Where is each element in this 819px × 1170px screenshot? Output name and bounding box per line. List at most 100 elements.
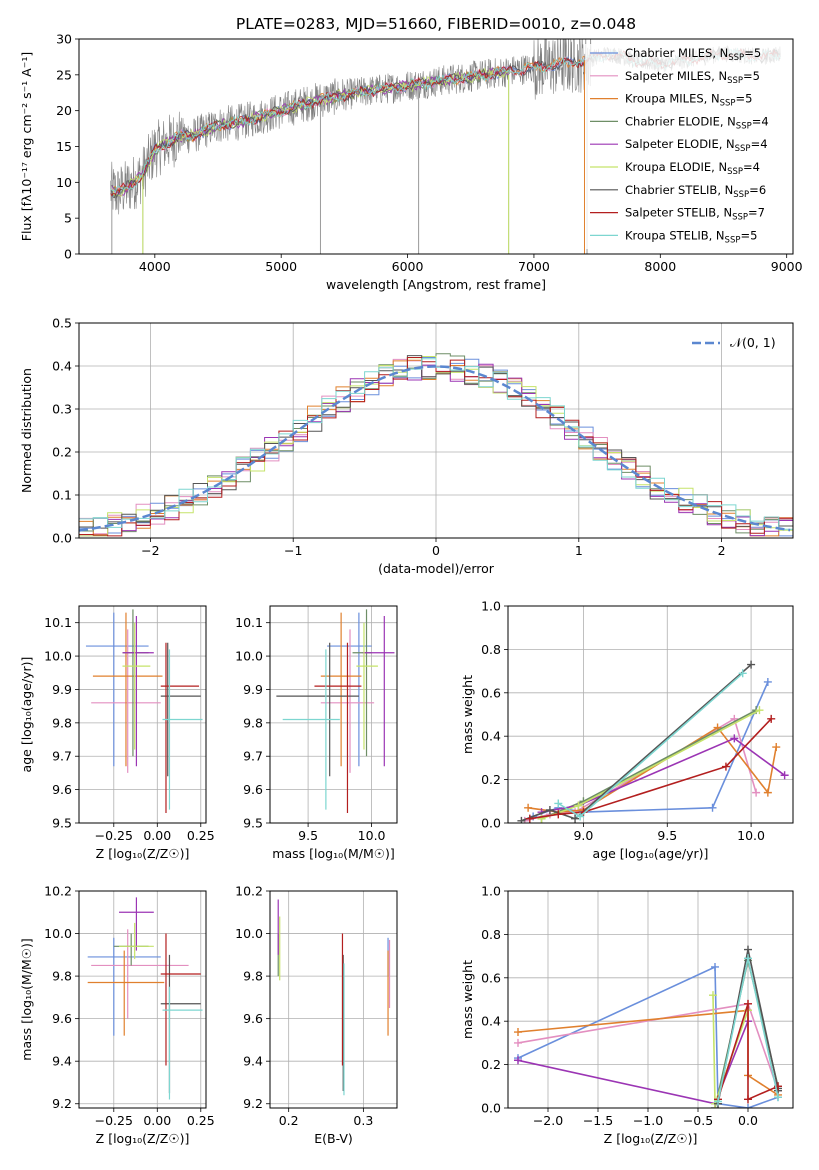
weight-marker (517, 816, 526, 823)
weight-vs-age-ylabel: mass weight (460, 675, 475, 754)
weight-marker (525, 814, 534, 823)
spectrum-legend-entry: Chabrier MILES, NSSP=5 (590, 46, 761, 63)
weight-vs-Z-ytick-label: 1.0 (481, 884, 501, 899)
age-vs-mass-axes: 9.5 10.0 9.5 9.6 9.7 9.8 9.9 10.0 10.1 mass [log₁… (235, 605, 398, 861)
weight-series-kroupa-stelib (554, 669, 747, 821)
legend-nssp-value: 5 (750, 228, 757, 242)
age-vs-Z-ytick-label: 9.9 (52, 682, 72, 697)
weight-marker (721, 762, 730, 771)
residuals-plot-area (79, 353, 793, 537)
residuals-xtick-label: 2 (718, 543, 726, 558)
weight-marker (714, 1097, 722, 1106)
mass-vs-EBV-ytick-label: 9.6 (243, 1011, 263, 1026)
residuals-xtick-label: −2 (141, 543, 159, 558)
residuals-xlabel: (data-model)/error (378, 561, 495, 576)
weight-vs-age-ytick-label: 0.6 (481, 685, 501, 700)
errorbar-point-salpeter-elodie (362, 616, 395, 767)
weight-marker (747, 660, 756, 669)
residuals-ytick-label: 0.2 (52, 445, 72, 460)
spectrum-legend-entry: Salpeter MILES, NSSP=5 (590, 69, 760, 86)
age-vs-Z-ytick-label: 9.7 (52, 749, 72, 764)
spectrum-xtick-label: 5000 (265, 259, 297, 274)
svg-text:Chabrier MILES, NSSP=5: Chabrier MILES, NSSP=5 (625, 46, 761, 63)
weight-vs-age-xlabel: age [log₁₀(age/yr)] (593, 846, 709, 861)
svg-text:Salpeter STELIB, NSSP=7: Salpeter STELIB, NSSP=7 (625, 206, 765, 223)
spectrum-ytick-label: 20 (56, 103, 72, 118)
weight-marker (537, 814, 546, 823)
residuals-legend-label: 𝒩(0, 1) (730, 335, 776, 350)
weight-vs-Z-xtick-label: −1.0 (633, 1113, 663, 1128)
errorbar-point-chabrier-miles (85, 612, 149, 767)
mass-vs-Z-ytick-label: 9.2 (52, 1096, 72, 1111)
weight-marker (514, 1038, 522, 1047)
age-vs-mass-ytick-label: 9.6 (243, 782, 263, 797)
residual-histogram-chabrier-stelib (79, 355, 793, 529)
weight-marker (752, 788, 761, 797)
weight-vs-age-ytick-label: 0.8 (481, 642, 501, 657)
spectrum-xtick-label: 7000 (518, 259, 550, 274)
mass-vs-Z-plot-area (87, 897, 203, 1100)
spectrum-xtick-label: 8000 (644, 259, 676, 274)
weight-marker (744, 945, 752, 954)
legend-nssp-value: 7 (758, 206, 765, 220)
mass-vs-Z-axes: −0.25 0.00 0.25 9.2 9.4 9.6 9.8 10.0 10.2 Z [log₁… (19, 884, 215, 1147)
spectrum-ytick-label: 15 (56, 139, 72, 154)
spectrum-ytick-label: 0 (64, 247, 72, 262)
spectrum-legend-entry: Chabrier STELIB, NSSP=6 (590, 183, 766, 200)
mass-vs-EBV-xtick-label: 0.3 (353, 1113, 373, 1128)
errorbar-point-chabrier-stelib (276, 642, 359, 777)
weight-vs-Z-ytick-label: 0.8 (481, 927, 501, 942)
weight-marker (545, 805, 554, 814)
svg-text:Kroupa MILES, NSSP=5: Kroupa MILES, NSSP=5 (625, 92, 752, 109)
weight-vs-age-xtick-label: 9.5 (657, 828, 677, 843)
weight-marker (708, 803, 717, 812)
weight-marker (772, 743, 781, 752)
errorbar-point-chabrier-stelib (160, 642, 201, 777)
weight-marker (571, 814, 580, 823)
age-vs-Z-ytick-label: 10.1 (44, 615, 72, 630)
age-vs-Z-plot-area (85, 609, 203, 813)
mass-vs-EBV-xtick-label: 0.2 (279, 1113, 299, 1128)
errorbar-point-kroupa-stelib (162, 649, 203, 810)
residuals-ytick-label: 0.0 (52, 531, 72, 546)
legend-model-name: Kroupa STELIB (625, 228, 709, 242)
legend-model-name: Chabrier ELODIE (625, 114, 720, 128)
legend-model-name: Chabrier MILES (625, 46, 712, 60)
mass-vs-EBV-ytick-label: 10.2 (235, 884, 263, 899)
age-vs-Z-xtick-label: 0.25 (187, 828, 215, 843)
age-vs-mass-plot-area (276, 609, 395, 813)
weight-vs-Z-ytick-label: 0.2 (481, 1057, 501, 1072)
svg-text:Chabrier STELIB, NSSP=6: Chabrier STELIB, NSSP=6 (625, 183, 766, 200)
spectrum-xlabel: wavelength [Angstrom, rest frame] (326, 277, 546, 292)
age-vs-Z-xtick-label: −0.25 (95, 828, 133, 843)
figure-title: PLATE=0283, MJD=51660, FIBERID=0010, z=0… (236, 15, 636, 33)
weight-marker (744, 999, 752, 1008)
errorbar-point-salpeter-stelib (160, 933, 201, 1066)
weight-marker (738, 669, 747, 678)
age-vs-Z-ytick-label: 9.6 (52, 782, 72, 797)
age-vs-mass-ytick-label: 9.7 (243, 749, 263, 764)
errorbar-point-salpeter-stelib (160, 642, 200, 813)
age-vs-mass-ytick-label: 9.9 (243, 682, 263, 697)
svg-text:Kroupa STELIB, NSSP=5: Kroupa STELIB, NSSP=5 (625, 228, 757, 245)
weight-vs-Z-xlabel: Z [log₁₀(Z/Z☉)] (604, 1131, 698, 1146)
mass-vs-EBV-ytick-label: 10.0 (235, 926, 263, 941)
legend-model-name: Kroupa MILES (625, 92, 704, 106)
weight-marker (554, 799, 563, 808)
weight-vs-age-ytick-label: 0.4 (481, 729, 501, 744)
mass-vs-Z-ytick-label: 9.6 (52, 1011, 72, 1026)
age-vs-mass-ytick-label: 10.1 (235, 615, 263, 630)
residuals-xtick-label: 1 (575, 543, 583, 558)
weight-marker (554, 810, 563, 819)
weight-marker (709, 991, 717, 1000)
svg-text:Kroupa ELODIE, NSSP=4: Kroupa ELODIE, NSSP=4 (625, 160, 760, 177)
weight-marker (763, 788, 772, 797)
normal-distribution-curve (79, 365, 791, 532)
spectrum-legend-entry: Kroupa MILES, NSSP=5 (590, 92, 752, 109)
mass-vs-Z-ytick-label: 10.2 (44, 884, 72, 899)
weight-marker (514, 1028, 522, 1037)
mass-vs-EBV-panel (270, 890, 397, 1108)
errorbar-point-kroupa-miles (92, 612, 163, 767)
age-vs-mass-grid (270, 606, 397, 824)
